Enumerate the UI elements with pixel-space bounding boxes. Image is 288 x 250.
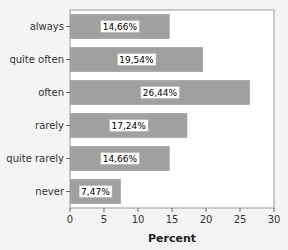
tick-mark: [66, 26, 70, 27]
tick-mark: [66, 59, 70, 60]
data-label: 14,66%: [103, 22, 138, 32]
chart: 14,66% 19,54% 26,44% 17,24% 14,66% 7,47% 0 5 10 1…: [0, 0, 288, 250]
label-box: [117, 54, 156, 66]
bar: [70, 146, 170, 171]
label-box: [109, 120, 148, 132]
label-box: [141, 87, 180, 99]
axis-label: Percent: [148, 232, 196, 245]
tick-mark: [240, 208, 241, 212]
tick-mark: [66, 125, 70, 126]
category-label: quite rarely: [6, 153, 64, 164]
category-label: never: [35, 186, 65, 197]
label-box: [101, 153, 140, 165]
data-label: 14,66%: [103, 154, 138, 164]
tick-label: 0: [67, 214, 73, 225]
data-label: 19,54%: [119, 55, 154, 65]
label-box: [79, 186, 112, 198]
tick-label: 20: [200, 214, 213, 225]
category-label: rarely: [35, 120, 64, 131]
tick-mark: [138, 208, 139, 212]
tick-mark: [66, 158, 70, 159]
bar: [70, 80, 250, 105]
tick-mark: [206, 208, 207, 212]
tick-mark: [274, 208, 275, 212]
tick-mark: [70, 208, 71, 212]
data-label: 7,47%: [81, 187, 110, 197]
category-label: often: [38, 87, 64, 98]
data-labels: 14,66% 19,54% 26,44% 17,24% 14,66% 7,47%: [79, 21, 179, 198]
tick-label: 5: [101, 214, 107, 225]
category-label: quite often: [9, 54, 64, 65]
data-label: 26,44%: [143, 88, 178, 98]
plot-area: [70, 10, 274, 208]
bar: [70, 14, 170, 39]
tick-mark: [66, 191, 70, 192]
tick-mark: [104, 208, 105, 212]
tick-label: 30: [268, 214, 281, 225]
tick-label: 15: [166, 214, 179, 225]
bars: [70, 14, 250, 204]
tick-label: 25: [234, 214, 247, 225]
tick-mark: [172, 208, 173, 212]
label-box: [101, 21, 140, 33]
y-axis: always quite often often rarely quite rarely…: [6, 21, 70, 197]
tick-label: 10: [132, 214, 145, 225]
bar: [70, 113, 187, 138]
x-axis: 0 5 10 15 20 25 30: [67, 208, 281, 225]
data-label: 17,24%: [111, 121, 146, 131]
bar: [70, 179, 121, 204]
category-label: always: [30, 21, 64, 32]
bar: [70, 47, 203, 72]
tick-mark: [66, 92, 70, 93]
